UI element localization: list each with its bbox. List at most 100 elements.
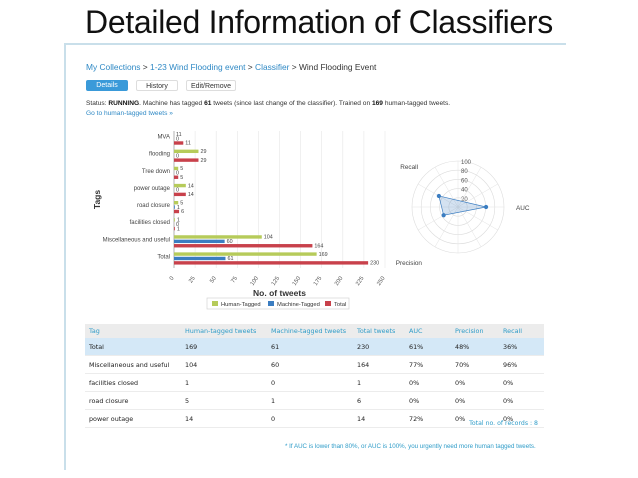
y-category-label: Miscellaneous and useful xyxy=(103,237,170,243)
total-records: Total no. of records : 8 xyxy=(469,420,538,427)
table-row[interactable]: Miscellaneous and useful 104 60 164 77% … xyxy=(85,355,544,374)
y-category-label: MVA xyxy=(157,135,170,141)
table-cell: 1 xyxy=(181,373,267,392)
table-row[interactable]: power outage 14 0 14 72% 0% 0% xyxy=(85,409,544,428)
table-cell: 0% xyxy=(499,373,544,392)
bar-value-label: 1 xyxy=(177,218,180,224)
y-category-label: Total xyxy=(157,254,170,260)
table-cell: 72% xyxy=(405,409,451,428)
x-tick-label: 225 xyxy=(355,276,365,287)
x-tick-label: 200 xyxy=(334,276,344,287)
table-cell: 0 xyxy=(267,409,353,428)
table-cell: 48% xyxy=(451,338,499,356)
tab-details[interactable]: Details xyxy=(86,80,128,91)
bar-value-label: 0 xyxy=(176,171,179,177)
y-category-label: road closure xyxy=(137,203,171,209)
bar-human-tagged xyxy=(174,235,262,239)
table-cell: 77% xyxy=(405,355,451,374)
radar-spoke xyxy=(434,206,459,247)
bar-machine-tagged xyxy=(174,256,226,261)
table-cell: power outage xyxy=(85,409,181,428)
table-cell: Total xyxy=(85,338,181,356)
bar-human-tagged xyxy=(174,183,186,188)
x-tick-label: 50 xyxy=(209,276,218,285)
table-cell: road closure xyxy=(85,391,181,410)
bar-value-label: 0 xyxy=(176,153,179,159)
table-cell: 0% xyxy=(405,373,451,392)
radar-axis-label: Precision xyxy=(396,260,423,267)
slide-title: Detailed Information of Classifiers xyxy=(85,4,553,40)
status-text: tweets (since last change of the classif… xyxy=(213,100,371,107)
bar-total xyxy=(174,158,199,162)
radar-tick-label: 20 xyxy=(461,197,468,203)
x-tick-label: 250 xyxy=(376,276,386,287)
radar-area xyxy=(438,195,487,216)
human-tagged-count: 169 xyxy=(371,100,383,107)
bar-total xyxy=(174,141,184,145)
column-header[interactable]: Recall xyxy=(499,324,544,338)
bar-total xyxy=(174,226,175,231)
radar-spoke xyxy=(457,167,482,208)
bar-value-label: 29 xyxy=(200,158,206,164)
tab-edit-remove[interactable]: Edit/Remove xyxy=(186,80,236,91)
y-category-label: facilities closed xyxy=(130,220,170,226)
table-cell: 14 xyxy=(181,409,267,428)
bar-value-label: 164 xyxy=(314,243,323,249)
go-to-human-tagged-link[interactable]: Go to human-tagged tweets » xyxy=(86,110,173,117)
y-category-label: flooding xyxy=(149,152,170,158)
bar-total xyxy=(174,209,180,214)
breadcrumb-classifier[interactable]: Classifier xyxy=(255,62,290,72)
bar-total xyxy=(174,261,369,265)
x-tick-label: 75 xyxy=(230,276,239,285)
table-cell: 0% xyxy=(405,391,451,410)
bar-human-tagged xyxy=(174,218,175,222)
x-tick-label: 0 xyxy=(169,276,176,282)
classifier-table: Tag Human-tagged tweets Machine-tagged t… xyxy=(85,324,544,428)
legend-label: Machine-Tagged xyxy=(277,302,320,308)
radar-tick-label: 40 xyxy=(461,188,468,194)
y-axis-title: Tags xyxy=(92,190,102,209)
column-header[interactable]: Precision xyxy=(451,324,499,338)
breadcrumb-my-collections[interactable]: My Collections xyxy=(86,62,141,72)
table-cell: 164 xyxy=(353,355,405,374)
y-category-label: power outage xyxy=(134,186,171,192)
breadcrumb-separator: > xyxy=(247,62,253,72)
table-row[interactable]: facilities closed 1 0 1 0% 0% 0% xyxy=(85,373,544,392)
legend-swatch xyxy=(325,301,331,306)
column-header[interactable]: Tag xyxy=(85,324,181,338)
bar-value-label: 5 xyxy=(180,200,183,206)
x-tick-label: 125 xyxy=(271,276,281,287)
bar-value-label: 6 xyxy=(181,209,184,215)
table-cell: 61% xyxy=(405,338,451,356)
table-cell: 169 xyxy=(181,338,267,356)
radar-axis-label: AUC xyxy=(516,205,530,212)
table-cell: 0% xyxy=(499,391,544,410)
status-state: RUNNING xyxy=(108,100,140,107)
bar-value-label: 11 xyxy=(176,132,182,138)
table-cell: 96% xyxy=(499,355,544,374)
bar-value-label: 11 xyxy=(185,141,191,147)
table-row[interactable]: Total 169 61 230 61% 48% 36% xyxy=(85,338,544,356)
bar-value-label: 169 xyxy=(319,252,328,258)
tab-history[interactable]: History xyxy=(136,80,178,91)
breadcrumb-collection[interactable]: 1-23 Wind Flooding event xyxy=(150,62,246,72)
table-cell: 6 xyxy=(353,391,405,410)
table-cell: 5 xyxy=(181,391,267,410)
status-text: human-tagged tweets. xyxy=(384,100,451,107)
x-tick-label: 150 xyxy=(292,276,302,287)
column-header[interactable]: Human-tagged tweets xyxy=(181,324,267,338)
bar-value-label: 1 xyxy=(177,226,180,232)
legend-swatch xyxy=(212,301,218,306)
table-cell: 230 xyxy=(353,338,405,356)
column-header[interactable]: Total tweets xyxy=(353,324,405,338)
classifier-table-wrap: Tag Human-tagged tweets Machine-tagged t… xyxy=(85,324,544,428)
bar-value-label: 14 xyxy=(188,192,194,198)
bar-total xyxy=(174,192,186,197)
table-row[interactable]: road closure 5 1 6 0% 0% 0% xyxy=(85,391,544,410)
column-header[interactable]: AUC xyxy=(405,324,451,338)
radar-tick-label: 80 xyxy=(461,169,468,175)
column-header[interactable]: Machine-tagged tweets xyxy=(267,324,353,338)
breadcrumb-current: Wind Flooding Event xyxy=(299,62,377,72)
table-cell: 0 xyxy=(267,373,353,392)
